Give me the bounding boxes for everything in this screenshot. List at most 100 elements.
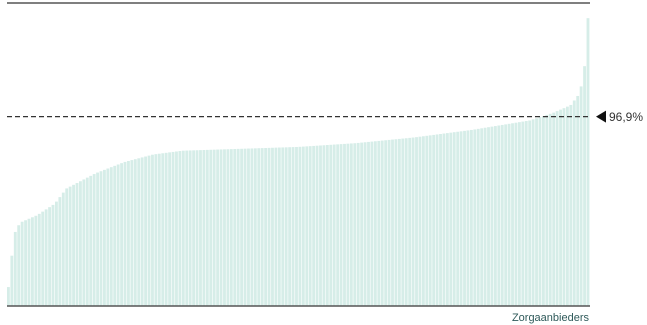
- bar: [572, 100, 576, 306]
- bar: [411, 137, 415, 306]
- bar: [490, 126, 494, 306]
- bar: [116, 164, 120, 306]
- bar: [185, 150, 189, 306]
- bar: [535, 118, 538, 306]
- bar: [428, 135, 432, 306]
- bar: [415, 137, 418, 306]
- bar: [188, 150, 192, 306]
- bar: [140, 157, 144, 306]
- bar: [99, 171, 103, 306]
- bar: [332, 144, 336, 306]
- bar: [151, 154, 154, 306]
- bar: [199, 150, 202, 306]
- bar: [68, 186, 72, 306]
- bar: [579, 86, 583, 306]
- bar: [157, 153, 161, 306]
- bar: [127, 161, 130, 306]
- bar: [168, 152, 172, 306]
- bar: [13, 231, 17, 306]
- bar: [65, 188, 69, 306]
- bar: [37, 213, 41, 306]
- bar: [322, 145, 326, 306]
- bar: [24, 220, 27, 306]
- bar: [243, 148, 247, 306]
- bar: [463, 130, 466, 306]
- bar: [17, 225, 21, 306]
- bar: [123, 161, 127, 306]
- bar: [267, 147, 271, 306]
- bar: [226, 149, 230, 306]
- bar: [147, 155, 151, 306]
- bar: [61, 192, 65, 306]
- bar: [500, 124, 504, 306]
- reference-line-label: 96,9%: [609, 109, 644, 124]
- bar: [305, 146, 309, 306]
- bar: [336, 144, 340, 306]
- bar: [7, 287, 10, 306]
- bar: [92, 174, 96, 306]
- bar: [154, 154, 158, 306]
- bar: [469, 129, 473, 306]
- bar: [274, 147, 278, 306]
- bar: [356, 142, 360, 306]
- bar: [559, 109, 562, 306]
- bar: [439, 134, 442, 306]
- bar: [301, 146, 305, 306]
- bar: [144, 156, 148, 306]
- bar: [27, 218, 31, 306]
- bar: [408, 137, 412, 306]
- bar: [531, 119, 535, 307]
- bar: [20, 221, 24, 306]
- bar: [524, 121, 528, 306]
- bar: [363, 142, 367, 306]
- bar: [476, 128, 480, 306]
- bar: [576, 95, 580, 306]
- bar: [264, 147, 268, 306]
- bar: [511, 123, 514, 307]
- bar: [421, 136, 425, 306]
- bar: [569, 104, 573, 306]
- bar: [178, 151, 182, 306]
- bar: [288, 147, 292, 306]
- bar: [449, 132, 453, 306]
- bar: [250, 148, 254, 306]
- bar: [205, 149, 209, 306]
- bar: [260, 148, 264, 306]
- bar: [109, 167, 113, 306]
- bar: [514, 122, 518, 307]
- bar: [223, 149, 226, 306]
- bar: [51, 204, 55, 306]
- bar: [298, 146, 302, 306]
- bar: [171, 151, 175, 306]
- bar: [370, 141, 374, 306]
- bar: [507, 123, 511, 306]
- bar: [55, 201, 58, 306]
- reference-arrow-icon: [596, 110, 606, 123]
- bar: [41, 211, 45, 306]
- bar: [72, 184, 75, 306]
- bar: [44, 209, 48, 306]
- bar: [583, 66, 586, 306]
- bar: [195, 150, 199, 306]
- bar: [113, 165, 117, 306]
- bar: [34, 215, 38, 306]
- bar: [452, 132, 456, 306]
- bar: [552, 112, 556, 306]
- bar: [319, 145, 322, 306]
- bar: [85, 177, 89, 306]
- bar: [209, 149, 213, 306]
- bar: [164, 152, 168, 306]
- bar: [277, 147, 281, 306]
- bar: [504, 124, 508, 306]
- bar: [349, 143, 353, 306]
- bar: [271, 147, 274, 306]
- bar: [541, 116, 545, 306]
- bar: [521, 121, 525, 306]
- bar: [308, 146, 312, 306]
- bar: [487, 127, 490, 306]
- bar: [325, 145, 329, 306]
- bar: [219, 149, 223, 306]
- bar: [96, 172, 99, 306]
- bar: [456, 131, 460, 306]
- bar: [75, 183, 79, 306]
